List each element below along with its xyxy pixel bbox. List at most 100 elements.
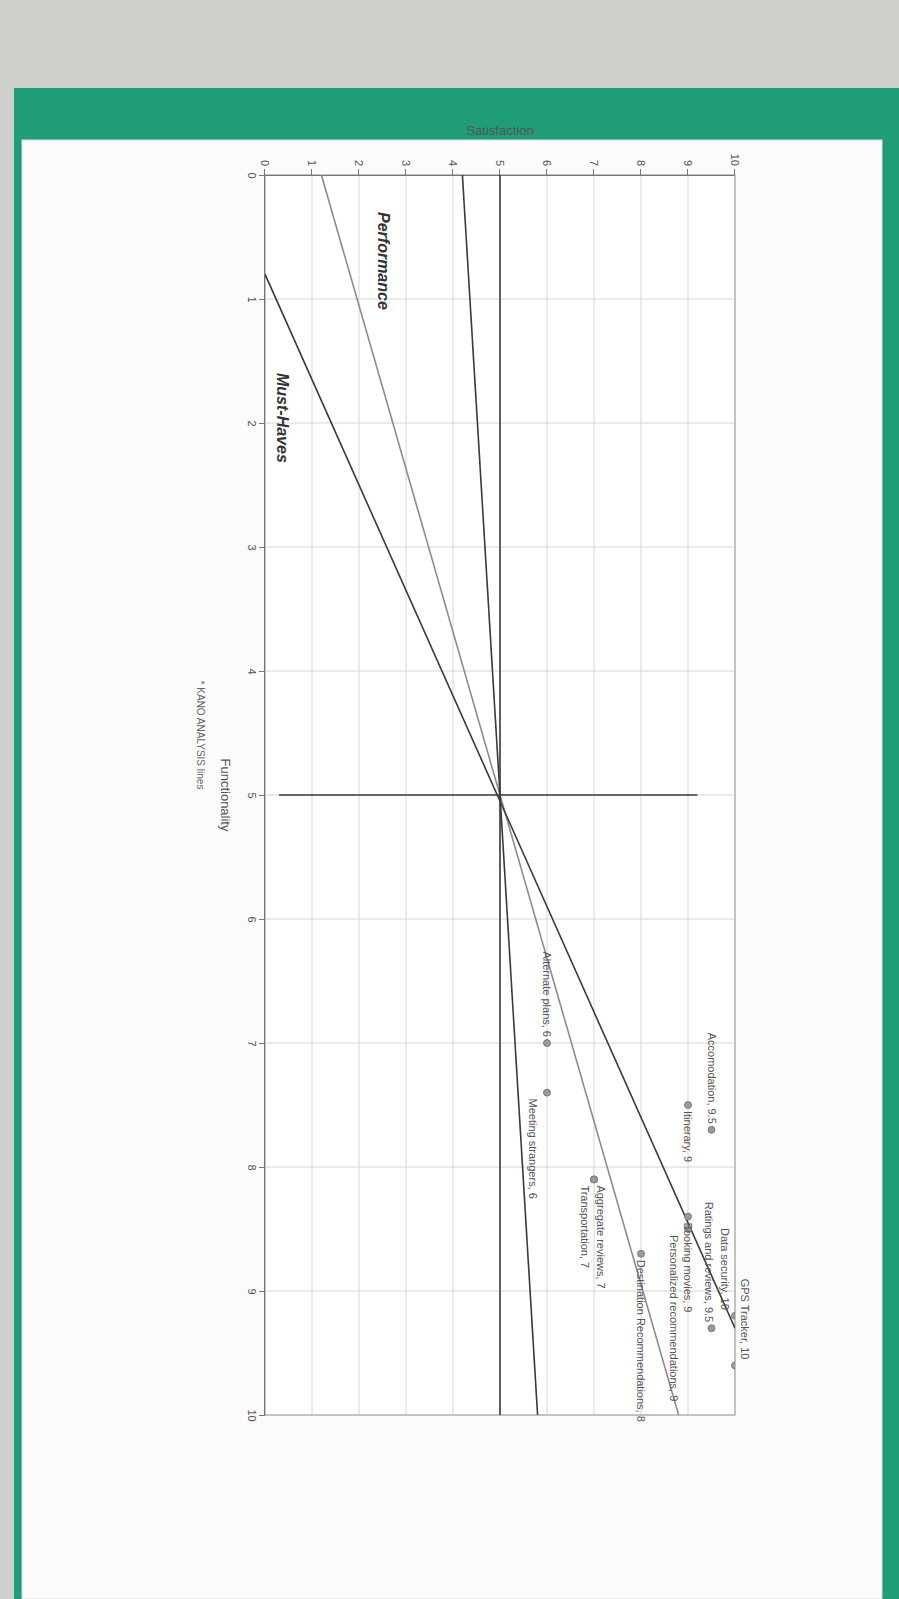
x-tick: 7	[246, 1040, 265, 1046]
point	[685, 1213, 692, 1220]
backdrop	[0, 0, 899, 1599]
x-tick-label: 6	[246, 916, 258, 922]
x-tick-label: 8	[246, 1164, 258, 1170]
series-line	[279, 794, 697, 796]
y-tick-label: 2	[353, 160, 365, 166]
line-label: Must-Haves	[274, 373, 291, 463]
y-tick-mark	[687, 169, 688, 175]
x-tick-label: 5	[246, 792, 258, 798]
y-tick: 9	[682, 160, 694, 175]
y-tick-label: 6	[541, 160, 553, 166]
point	[685, 1102, 692, 1109]
y-tick-mark	[640, 169, 641, 175]
data-label: Meeting strangers, 6	[527, 1099, 539, 1199]
y-tick-label: 4	[447, 160, 459, 166]
y-tick-label: 8	[635, 160, 647, 166]
y-tick: 10	[729, 154, 741, 175]
y-tick-mark	[405, 169, 406, 175]
plot-frame	[265, 175, 735, 1415]
y-tick-label: 0	[259, 160, 271, 166]
x-tick: 0	[246, 172, 265, 178]
y-tick-mark	[593, 169, 594, 175]
data-label: Destination Recommendations, 8	[635, 1260, 647, 1422]
point	[732, 1312, 736, 1319]
y-tick-mark	[734, 169, 735, 175]
x-tick-mark	[259, 423, 265, 424]
x-axis: 0 1 2 3 4 5 6 7 8 9 10	[246, 172, 265, 1421]
y-tick-label: 5	[494, 160, 506, 166]
x-tick-label: 2	[246, 420, 258, 426]
y-tick: 4	[447, 160, 459, 175]
y-axis-title: Satisfaction	[466, 123, 533, 138]
folder	[14, 88, 899, 1599]
point	[591, 1176, 598, 1183]
x-tick-mark	[259, 299, 265, 300]
caption: * KANO ANALYSIS lines	[195, 681, 206, 790]
y-axis: 0 1 2 3 4 5 6 7 8 9 10	[259, 154, 741, 176]
y-tick-mark	[311, 169, 312, 175]
data-label: Data security, 10	[719, 1228, 731, 1310]
x-tick-mark	[259, 919, 265, 920]
data-label: Ratings and reviews, 9.5	[703, 1202, 715, 1322]
y-tick: 2	[353, 160, 365, 175]
y-tick-label: 7	[588, 160, 600, 166]
x-tick: 3	[246, 544, 265, 550]
x-tick-label: 3	[246, 544, 258, 550]
y-tick-label: 1	[306, 160, 318, 166]
x-tick: 6	[246, 916, 265, 922]
labels: Performance Must-Haves GPS Tracker, 10 Data…	[274, 212, 751, 1422]
y-tick-mark	[452, 169, 453, 175]
data-area	[265, 175, 735, 1415]
y-tick: 6	[541, 160, 553, 175]
x-tick: 9	[246, 1288, 265, 1294]
x-tick-mark	[259, 1415, 265, 1416]
x-tick-mark	[259, 1043, 265, 1044]
x-tick-mark	[259, 547, 265, 548]
x-tick-label: 10	[246, 1409, 258, 1421]
y-tick-mark	[499, 169, 500, 175]
y-tick: 3	[400, 160, 412, 175]
y-tick-mark	[546, 169, 547, 175]
data-label: Aggregate reviews, 7	[595, 1185, 607, 1288]
data-label: Alternate plans, 6	[541, 951, 553, 1037]
y-tick-label: 9	[682, 160, 694, 166]
plot: 012345678910012345678910FunctionalitySat…	[195, 123, 751, 1422]
x-tick-mark	[259, 1167, 265, 1168]
point	[591, 1176, 598, 1183]
data-label: Transportation, 7	[579, 1185, 591, 1268]
x-tick-label: 7	[246, 1040, 258, 1046]
y-tick-mark	[264, 169, 265, 175]
y-tick: 5	[494, 160, 506, 175]
point	[708, 1126, 715, 1133]
data-label: Accomodation, 9.5	[706, 1033, 718, 1124]
x-tick-label: 1	[246, 296, 258, 302]
y-tick: 1	[306, 160, 318, 175]
y-tick-label: 3	[400, 160, 412, 166]
x-tick: 1	[246, 296, 265, 302]
y-tick: 0	[259, 160, 271, 175]
data-label: GPS Tracker, 10	[739, 1279, 751, 1360]
y-tick-mark	[358, 169, 359, 175]
x-tick: 8	[246, 1164, 265, 1170]
page: 012345678910012345678910FunctionalitySat…	[0, 0, 899, 1599]
x-tick-mark	[259, 795, 265, 796]
point	[544, 1089, 551, 1096]
x-tick-mark	[259, 175, 265, 176]
x-grid-line	[265, 795, 735, 796]
line-label: Performance	[375, 212, 392, 310]
y-tick: 7	[588, 160, 600, 175]
plot-background	[265, 175, 735, 1415]
y-tick-label: 10	[729, 154, 741, 166]
data-label: Booking movies, 9	[682, 1223, 694, 1313]
chart: 012345678910012345678910FunctionalitySat…	[195, 123, 751, 1422]
data-label: Personalized recommendations, 9	[668, 1235, 680, 1401]
x-tick-label: 9	[246, 1288, 258, 1294]
x-tick-label: 4	[246, 668, 258, 674]
x-tick: 2	[246, 420, 265, 426]
x-tick: 10	[246, 1409, 265, 1421]
point	[544, 1040, 551, 1047]
grid	[265, 175, 735, 1415]
paper	[22, 140, 882, 1599]
y-tick: 8	[635, 160, 647, 175]
point	[638, 1250, 645, 1257]
